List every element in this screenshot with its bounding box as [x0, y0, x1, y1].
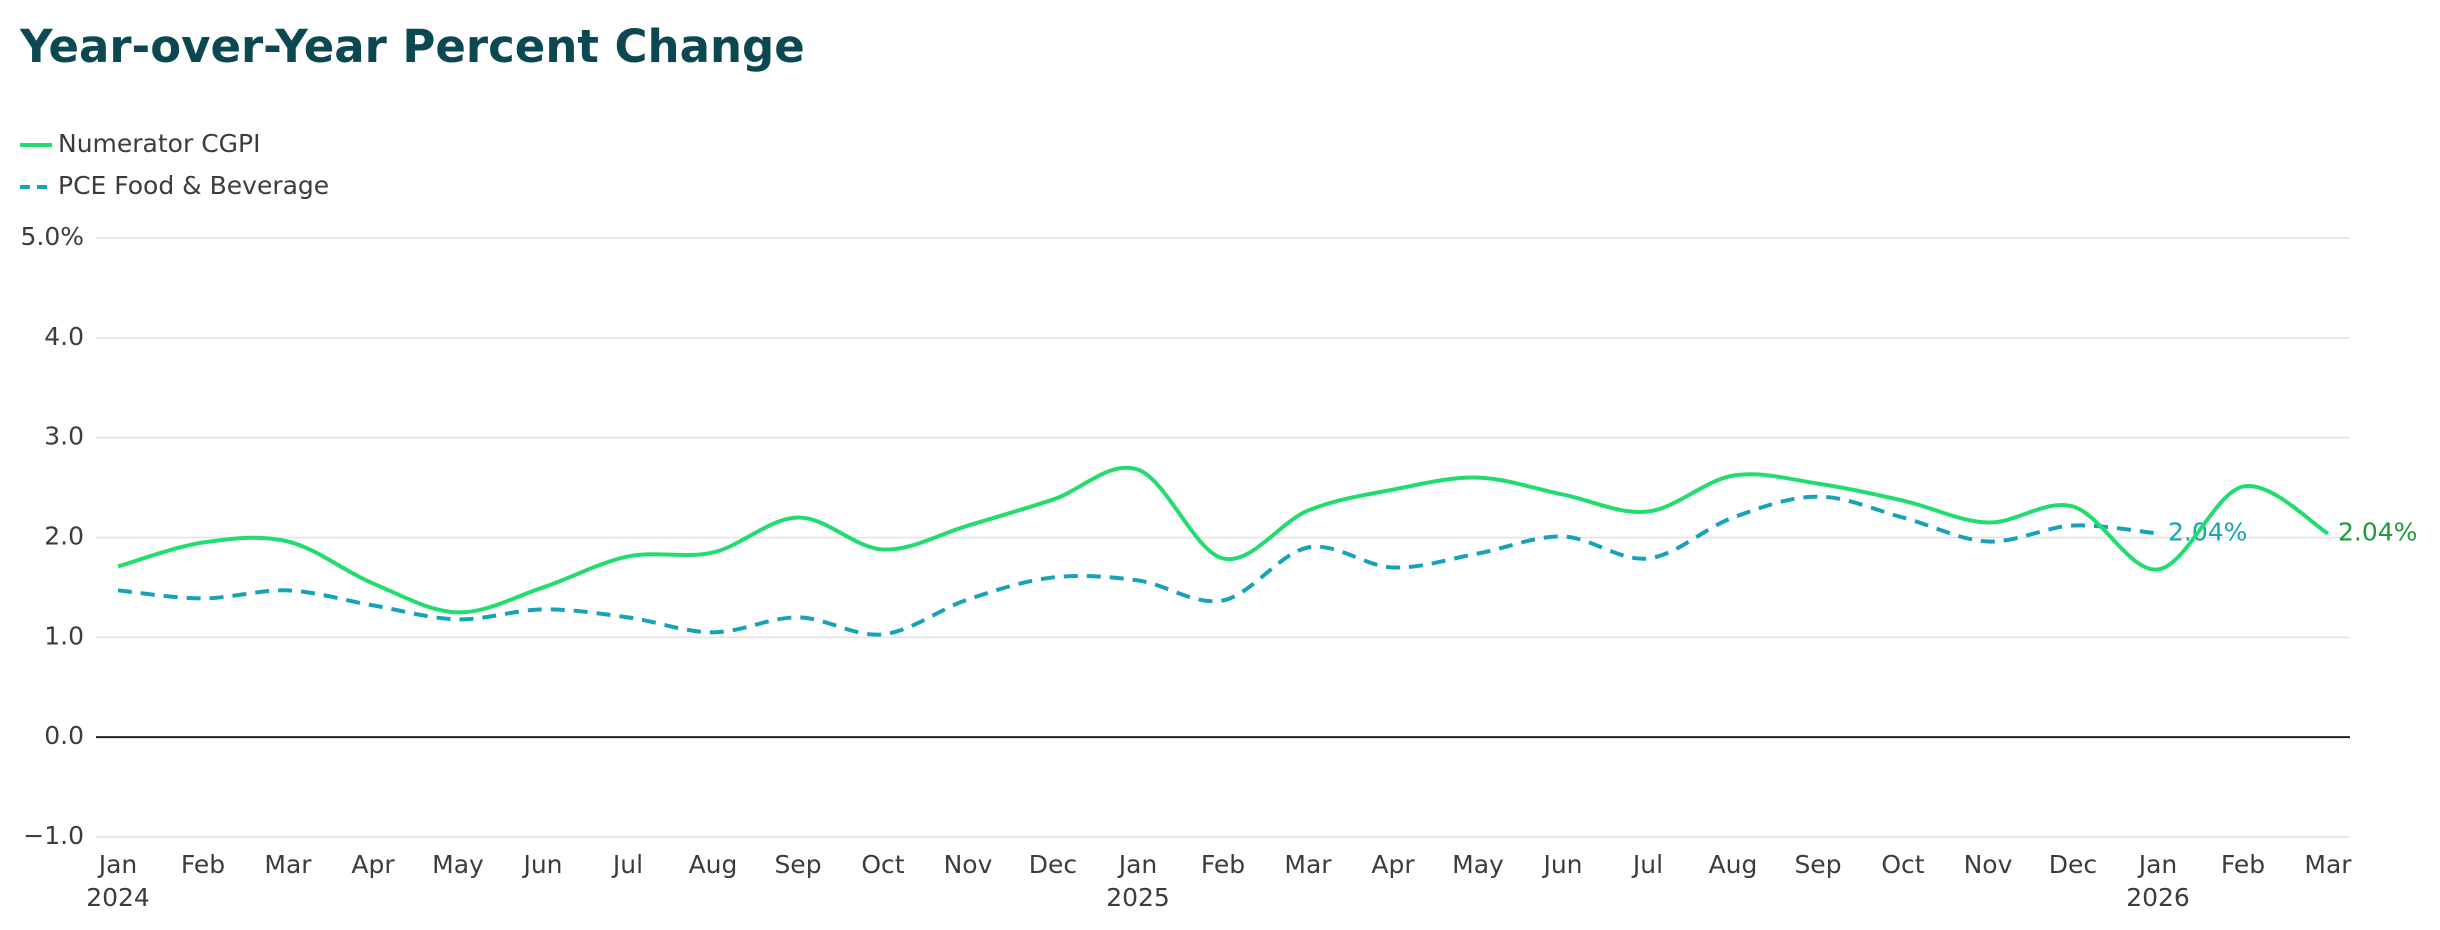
end-label: 2.04% [2338, 518, 2417, 547]
x-tick-label: May [432, 850, 484, 879]
x-tick-label: Jan [97, 850, 138, 879]
y-tick-label: 2.0 [44, 522, 84, 551]
x-tick-label: Mar [264, 850, 312, 879]
y-tick-label: 1.0 [44, 621, 84, 650]
x-tick-label: Jun [1541, 850, 1582, 879]
x-tick-label: Mar [1284, 850, 1332, 879]
x-year-label: 2026 [2126, 883, 2190, 912]
x-tick-label: Nov [1964, 850, 2013, 879]
x-tick-label: Sep [1794, 850, 1841, 879]
x-tick-label: Sep [774, 850, 821, 879]
y-tick-label: 4.0 [44, 322, 84, 351]
x-tick-label: Dec [1029, 850, 1077, 879]
x-tick-label: Aug [1709, 850, 1758, 879]
x-tick-label: Jul [1631, 850, 1663, 879]
x-year-label: 2024 [86, 883, 150, 912]
legend-label: PCE Food & Beverage [58, 171, 329, 200]
legend-label: Numerator CGPI [58, 129, 260, 158]
x-tick-label: Jul [611, 850, 643, 879]
x-tick-label: May [1452, 850, 1504, 879]
x-year-label: 2025 [1106, 883, 1170, 912]
x-tick-label: Oct [861, 850, 904, 879]
x-tick-label: Apr [351, 850, 395, 879]
x-tick-label: Feb [181, 850, 225, 879]
x-tick-label: Jan [1117, 850, 1158, 879]
y-tick-label: 3.0 [44, 422, 84, 451]
y-tick-label: 0.0 [44, 721, 84, 750]
x-tick-label: Aug [689, 850, 738, 879]
x-tick-label: Jan [2137, 850, 2178, 879]
y-tick-label: 5.0% [20, 222, 84, 251]
x-tick-label: Dec [2049, 850, 2097, 879]
x-tick-label: Feb [2221, 850, 2265, 879]
x-tick-label: Oct [1881, 850, 1924, 879]
x-tick-label: Apr [1371, 850, 1415, 879]
chart-title: Year-over-Year Percent Change [19, 20, 805, 73]
series-line [117, 465, 2330, 615]
x-tick-label: Nov [944, 850, 993, 879]
series-line [117, 494, 2159, 637]
x-tick-label: Mar [2304, 850, 2352, 879]
x-tick-label: Feb [1201, 850, 1245, 879]
x-tick-label: Jun [521, 850, 562, 879]
y-tick-label: −1.0 [23, 821, 84, 850]
